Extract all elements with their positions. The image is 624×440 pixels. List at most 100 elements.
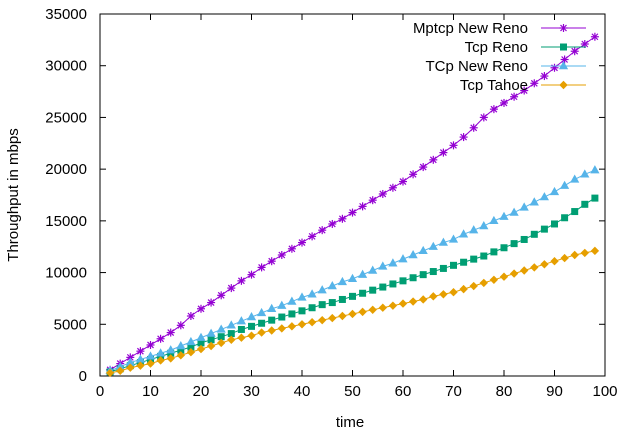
data-point [560, 253, 569, 263]
legend-swatch-marker [559, 24, 568, 32]
data-point [257, 307, 267, 317]
y-tick-label: 20000 [45, 161, 87, 178]
x-tick-label: 10 [142, 383, 159, 400]
data-point [308, 232, 317, 241]
legend-swatch-marker [558, 61, 569, 70]
data-point [388, 301, 398, 310]
data-point [187, 343, 195, 351]
data-point [388, 258, 398, 267]
data-point [236, 316, 246, 325]
x-tick-label: 20 [193, 383, 210, 400]
data-point [560, 55, 569, 64]
data-point [459, 284, 468, 294]
legend-label: Tcp Reno [465, 39, 528, 56]
data-point [186, 336, 196, 346]
data-point [449, 141, 458, 150]
data-point [307, 289, 317, 298]
x-tick-label: 0 [96, 383, 104, 400]
data-point [136, 361, 145, 370]
data-point [277, 324, 286, 333]
data-point [490, 248, 498, 256]
data-point [398, 254, 408, 263]
data-point [369, 286, 377, 294]
data-point [500, 98, 508, 107]
data-point [378, 189, 387, 198]
data-point [176, 351, 185, 360]
data-point [227, 284, 236, 293]
data-point [358, 307, 367, 317]
data-point [237, 333, 246, 342]
data-point [590, 165, 600, 174]
data-point [146, 359, 155, 368]
data-point [489, 215, 499, 225]
data-point [166, 354, 175, 363]
data-point [561, 214, 569, 222]
data-point [591, 194, 599, 202]
data-point [560, 180, 570, 189]
data-point [358, 269, 368, 278]
legend: Mptcp New Reno Tcp Reno TCp New Reno Tcp Ta… [413, 20, 586, 94]
data-point [510, 240, 518, 248]
x-axis-label: time [336, 414, 364, 431]
data-point [389, 280, 397, 288]
data-point [489, 275, 499, 285]
data-point [399, 277, 407, 285]
data-point [570, 47, 579, 56]
data-point [328, 299, 336, 307]
data-point [408, 297, 418, 306]
data-point [509, 207, 519, 216]
data-point [348, 208, 357, 217]
data-point [580, 248, 589, 258]
data-point [156, 334, 165, 343]
data-point [166, 328, 175, 337]
data-point [590, 246, 600, 256]
y-tick-label: 0 [79, 368, 87, 385]
data-point [318, 226, 327, 235]
data-point [277, 300, 287, 309]
data-point [470, 255, 478, 263]
data-point [368, 265, 378, 274]
data-point [460, 258, 468, 266]
x-tick-label: 50 [344, 383, 361, 400]
data-point [418, 245, 428, 255]
data-point [247, 270, 256, 279]
data-point [116, 366, 125, 376]
data-point [550, 63, 559, 72]
data-point [105, 368, 115, 378]
data-point [247, 331, 256, 340]
data-point [539, 192, 549, 201]
data-point [378, 303, 387, 312]
data-point [379, 283, 387, 291]
data-point [298, 238, 306, 247]
data-point [499, 272, 509, 281]
data-point [480, 252, 488, 260]
data-point [337, 276, 347, 286]
data-point [450, 261, 457, 269]
data-point [257, 328, 266, 337]
data-point [408, 249, 418, 259]
data-point [590, 32, 599, 41]
data-point [196, 332, 206, 341]
legend-label: Mptcp New Reno [413, 20, 528, 37]
data-point [368, 196, 377, 205]
axis-ticks: 0 10 20 30 40 50 60 70 80 90 100 0 5000 10000 15000 200… [45, 6, 617, 400]
series-layer [105, 32, 600, 378]
x-tick-label: 60 [395, 383, 412, 400]
data-point [419, 163, 428, 172]
x-tick-label: 40 [294, 383, 311, 400]
data-point [267, 303, 277, 312]
data-point [448, 234, 459, 243]
data-point [145, 351, 156, 360]
data-point [308, 304, 316, 312]
data-point [338, 311, 347, 321]
data-point [206, 328, 216, 337]
y-tick-label: 15000 [45, 213, 87, 230]
data-point [186, 312, 195, 321]
data-point [196, 344, 206, 354]
data-point [398, 299, 408, 308]
data-point [469, 281, 478, 291]
x-tick-label: 100 [592, 383, 617, 400]
data-point [349, 292, 356, 300]
